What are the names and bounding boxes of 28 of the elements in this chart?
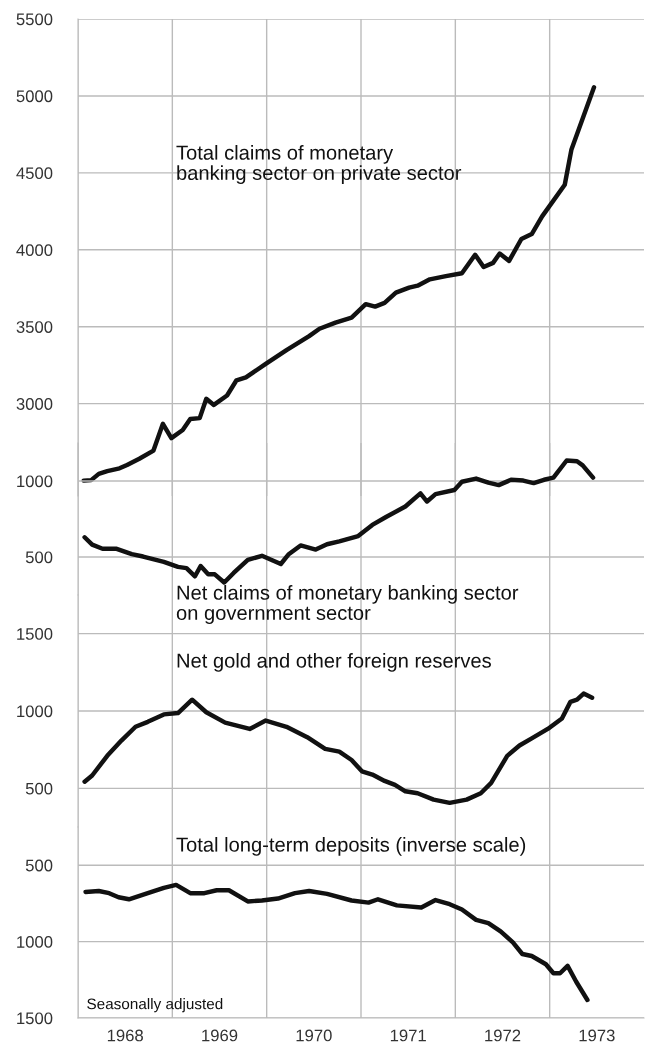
line-series — [82, 458, 596, 585]
y-tick-label: 3000 — [16, 398, 53, 410]
y-tick-label: 1000 — [17, 705, 53, 718]
y-tick-label: 5500 — [16, 13, 53, 26]
line-series — [82, 691, 595, 806]
y-tick-label: 1000 — [17, 936, 53, 948]
text: Total claims of monetary banking sector on private sector — [176, 145, 462, 185]
x-tick-label: 1972 — [485, 1029, 521, 1042]
y-tick-label: 3500 — [16, 321, 53, 333]
y-tick-label: 4500 — [16, 167, 53, 180]
y-tick-label: 1000 — [17, 475, 53, 488]
y-tick-label: 1500 — [17, 628, 53, 640]
y-tick-label: 5000 — [16, 90, 53, 103]
series-label: Total long-term deposits (inverse scale) — [176, 837, 526, 856]
y-tick-label: 4000 — [16, 244, 53, 257]
x-tick-label: 1968 — [107, 1029, 143, 1042]
y-tick-label: 1500 — [17, 1012, 53, 1025]
series-label: Net claims of monetary banking sector on government sector — [176, 585, 519, 625]
annotation: Seasonally adjusted — [87, 998, 223, 1013]
x-tick-label: 1969 — [202, 1029, 238, 1042]
y-tick-label: 500 — [25, 551, 53, 564]
line-series — [81, 85, 597, 483]
y-tick-label: 500 — [25, 782, 53, 795]
series-label: Net gold and other foreign reserves — [177, 653, 491, 672]
x-tick-label: 1971 — [390, 1029, 426, 1042]
x-tick-label: 1970 — [296, 1029, 332, 1042]
x-tick-label: 1973 — [579, 1029, 615, 1042]
y-tick-label: 500 — [25, 859, 53, 872]
